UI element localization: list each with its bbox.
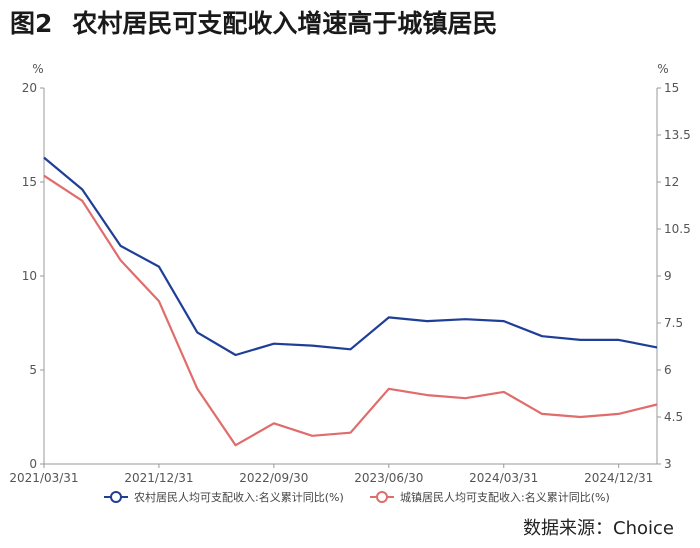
x-tick-label: 2021/03/31 [9,471,78,485]
x-tick-label: 2024/03/31 [469,471,538,485]
chart-title: 图2 农村居民可支配收入增速高于城镇居民 [10,6,497,42]
x-tick-label: 2024/12/31 [584,471,653,485]
title-text: 农村居民可支配收入增速高于城镇居民 [72,9,498,38]
legend: 农村居民人均可支配收入:名义累计同比(%) 城镇居民人均可支配收入:名义累计同比(… [104,490,610,504]
source-note: 数据来源：Choice [523,518,674,539]
right-tick-label: 9 [664,269,672,283]
right-tick-label: 7.5 [664,316,683,330]
urban-series-line [43,174,658,447]
legend-label: 农村居民人均可支配收入:名义累计同比(%) [134,490,344,504]
right-tick-label: 12 [664,175,679,189]
right-tick-label: 4.5 [664,410,683,424]
left-tick-label: 0 [29,457,37,471]
x-tick-label: 2023/06/30 [354,471,423,485]
series-lines [43,156,658,447]
figure-number: 图2 [10,9,53,38]
x-tick-label: 2021/12/31 [124,471,193,485]
right-tick-label: 15 [664,81,679,95]
right-tick-label: 10.5 [664,222,691,236]
legend-label: 城镇居民人均可支配收入:名义累计同比(%) [400,490,610,504]
left-axis-unit: % [32,62,43,76]
right-tick-label: 6 [664,363,672,377]
left-tick-label: 15 [22,175,37,189]
legend-circle-icon [376,491,388,503]
left-tick-label: 5 [29,363,37,377]
right-tick-label: 3 [664,457,672,471]
rural-series-line [43,156,658,357]
right-axis-unit: % [657,62,668,76]
x-tick-label: 2022/09/30 [239,471,308,485]
left-tick-label: 20 [22,81,37,95]
right-tick-label: 13.5 [664,128,691,142]
axes: % % 0 5 10 15 20 3 4.5 6 7.5 9 10.5 12 13.5 15 2021/03/3… [9,62,690,485]
left-tick-label: 10 [22,269,37,283]
legend-circle-icon [110,491,122,503]
